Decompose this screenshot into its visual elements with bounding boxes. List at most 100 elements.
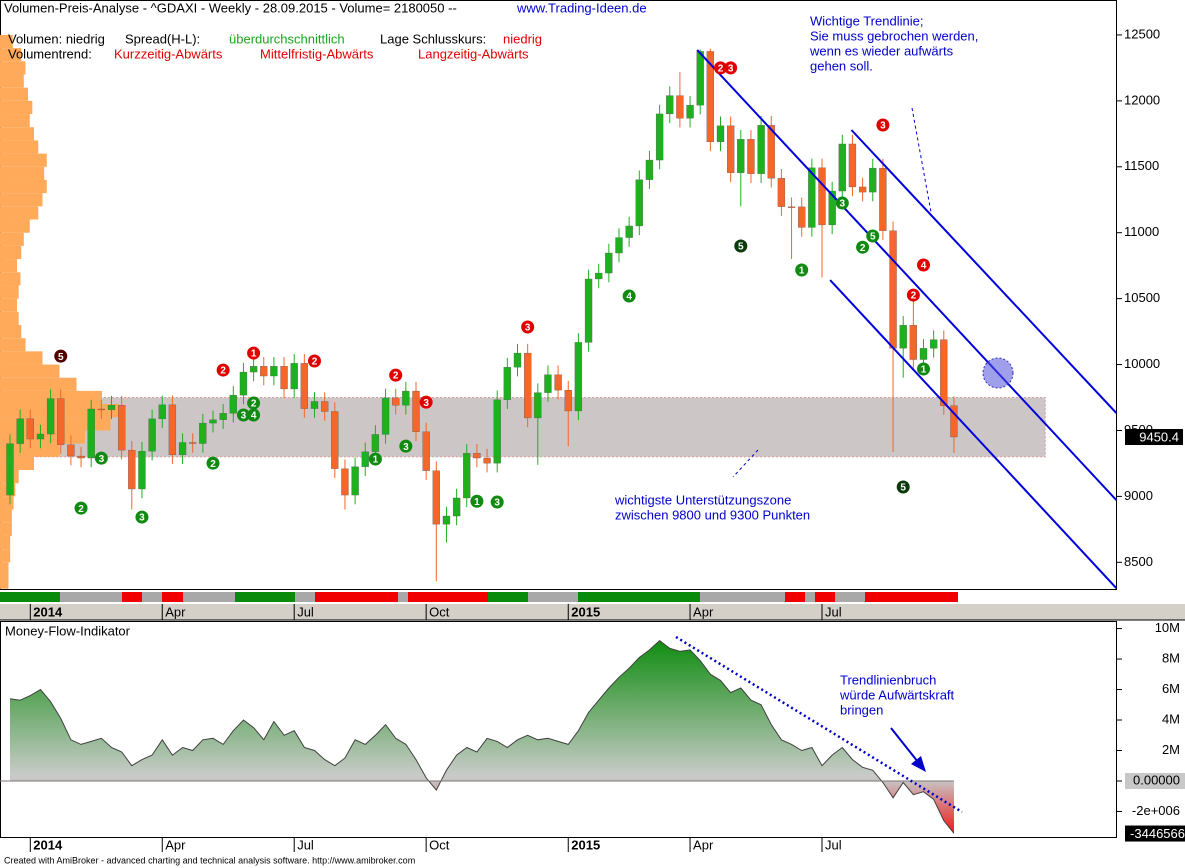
signal-label: 4 [921, 261, 927, 272]
signal-marker [54, 349, 68, 363]
last-value-box [1125, 825, 1185, 842]
candle-body [483, 457, 491, 464]
volume-profile-bar [0, 166, 45, 180]
signal-marker [795, 263, 809, 277]
candle-body [848, 143, 857, 188]
candle-body [199, 422, 207, 444]
annotation: gehen soll. [810, 58, 873, 73]
candle-body [879, 167, 887, 231]
candle-body [595, 272, 603, 280]
volume-profile-bar [0, 351, 43, 365]
annotation: würde Aufwärtskraft [839, 687, 955, 702]
mfi-line [9, 640, 955, 834]
signal-label: 3 [728, 64, 734, 75]
candle-body [422, 431, 430, 471]
signal-marker [135, 510, 149, 524]
candle-body [493, 399, 501, 464]
website: www.Trading-Ideen.de [516, 0, 647, 15]
volume-profile-bar [0, 259, 17, 273]
candle-body [818, 167, 826, 226]
candle-body [36, 433, 45, 440]
y-tick-label: 12500 [1124, 26, 1160, 41]
mfi-area [10, 640, 954, 834]
y-tick-label: 11500 [1124, 158, 1159, 173]
strip-segment [183, 592, 235, 602]
volume-status: Volumen: niedrig [8, 31, 105, 46]
signal-marker [308, 354, 321, 368]
volume-profile-bar [0, 456, 34, 471]
signal-label: 1 [921, 365, 927, 376]
candle-body [635, 179, 643, 227]
signal-label: 2 [78, 504, 84, 515]
signal-marker [734, 239, 748, 253]
candle-body [351, 466, 359, 496]
volume-profile-bar [0, 179, 47, 194]
candle-body [402, 390, 410, 406]
candle-body [940, 339, 948, 406]
trendline [829, 279, 1117, 589]
mfi-title: Money-Flow-Indikator [5, 623, 131, 638]
y-tick-label: 2M [1162, 742, 1180, 757]
candle-body [899, 325, 907, 349]
annotation: zwischen 9800 und 9300 Punkten [615, 507, 810, 522]
mfi-plot [0, 640, 955, 834]
candle-body [189, 442, 197, 444]
candle-body [473, 453, 481, 459]
y-tick-label: 10M [1155, 620, 1180, 635]
annotation: Wichtige Trendlinie; [810, 13, 923, 28]
signal-label: 2 [393, 371, 399, 382]
signal-marker [399, 439, 413, 453]
candle-body [26, 418, 34, 440]
strip-segment [835, 592, 865, 602]
candle-body [615, 237, 623, 254]
signal-marker [917, 258, 930, 272]
candle-body [838, 143, 846, 192]
y-tick-label: 8M [1162, 650, 1180, 665]
signal-label: 2 [312, 357, 318, 368]
volume-profile-bar [0, 219, 30, 233]
candle-body [77, 455, 85, 459]
candle-body [270, 366, 278, 377]
candle-body [219, 413, 227, 420]
y-tick-label: 8500 [1124, 554, 1153, 569]
signal-label: 3 [423, 398, 429, 409]
volume-profile-bar [0, 364, 60, 378]
candle-body [16, 418, 24, 444]
candle-body [645, 159, 654, 180]
trend-short: Kurzzeitig-Abwärts [114, 46, 223, 61]
y-tick-label: 0.00000 [1133, 772, 1180, 787]
arrow-head [911, 756, 926, 772]
candle-body [442, 515, 451, 525]
trend-label: Volumentrend: [8, 46, 92, 61]
signal-marker [206, 456, 220, 470]
strip-segment [142, 592, 162, 602]
close-value: niedrig [503, 31, 542, 46]
x-tick-label: Jul [825, 604, 842, 619]
candle-body [412, 390, 420, 432]
candle-body [534, 392, 542, 419]
candle-body [696, 51, 704, 106]
note-pointer [732, 449, 759, 478]
candle-body [564, 389, 572, 412]
signal-label: 1 [251, 349, 257, 360]
candle-body [138, 451, 146, 490]
volume-profile-bar [0, 298, 17, 312]
signal-marker [94, 451, 108, 465]
signal-marker [74, 501, 88, 515]
strip-segment [315, 592, 398, 602]
candle-body [554, 374, 562, 391]
annotation: bringen [840, 702, 883, 717]
trend-long: Langzeitig-Abwärts [418, 46, 529, 61]
signal-marker [490, 495, 504, 509]
signal-label: 3 [525, 323, 531, 334]
volume-profile-bar [0, 338, 26, 352]
signal-label: 3 [99, 454, 105, 465]
volume-profile-bar [0, 193, 43, 207]
strip-segment [815, 592, 835, 602]
candle-body [666, 95, 674, 115]
candle-body [777, 178, 786, 207]
candle-body [889, 230, 897, 349]
signal-marker [247, 346, 261, 360]
strip-segment [528, 592, 578, 602]
candle-body [919, 348, 928, 360]
